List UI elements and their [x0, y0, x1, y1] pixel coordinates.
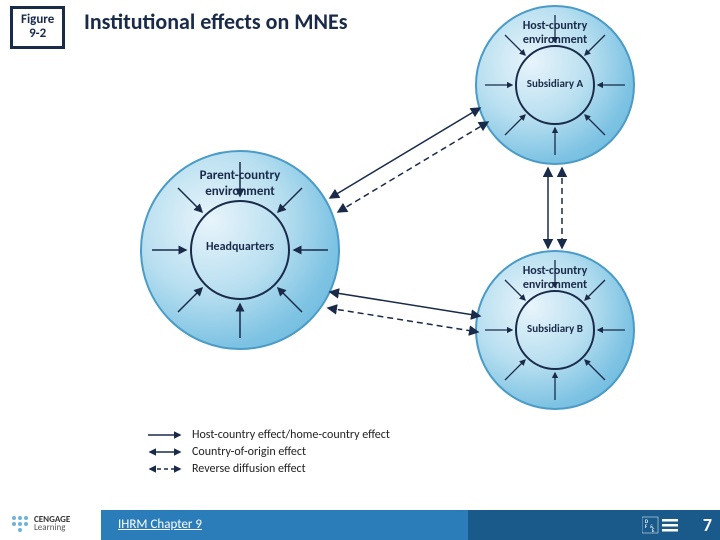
parent-env-label-top: Parent-country: [142, 168, 338, 183]
legend: Host-country effect/home-country effect …: [146, 428, 390, 479]
subsidiary-b-label: Subsidiary B: [517, 322, 593, 335]
cengage-dots-icon: [10, 514, 30, 534]
figure-number-badge: Figure 9-2: [10, 6, 65, 49]
legend-row-host-effect: Host-country effect/home-country effect: [146, 428, 390, 442]
page-number: 7: [703, 514, 712, 536]
cengage-logo: CENGAGE Learning: [10, 514, 70, 534]
legend-inward-arrow-icon: [146, 428, 186, 442]
footer-bar: CENGAGE Learning IHRM Chapter 9 D & F E …: [0, 510, 720, 540]
legend-dashed-double-arrow-icon: [146, 462, 186, 476]
page-title: Institutional effects on MNEs: [84, 8, 348, 35]
host-b-environment-circle: Host-country environment Subsidiary B: [475, 250, 635, 410]
legend-label-2: Reverse diffusion effect: [192, 462, 306, 476]
headquarters-circle: Headquarters: [190, 200, 290, 300]
cengage-line2: Learning: [34, 524, 70, 532]
parent-env-label-bottom: environment: [142, 184, 338, 199]
legend-row-origin-effect: Country-of-origin effect: [146, 445, 390, 459]
cengage-text: CENGAGE Learning: [34, 516, 70, 532]
legend-row-reverse-diffusion: Reverse diffusion effect: [146, 462, 390, 476]
subsidiary-a-label: Subsidiary A: [517, 77, 593, 90]
host-a-env-label-top: Host-country: [477, 19, 633, 33]
host-a-environment-circle: Host-country environment Subsidiary A: [475, 5, 635, 165]
figure-badge-line1: Figure: [21, 13, 54, 27]
footer-chapter: IHRM Chapter 9: [118, 517, 202, 532]
headquarters-label: Headquarters: [192, 240, 288, 254]
figure-badge-line2: 9-2: [21, 27, 54, 41]
legend-label-0: Host-country effect/home-country effect: [192, 428, 390, 442]
legend-label-1: Country-of-origin effect: [192, 445, 306, 459]
footer-right-icon: D & F E: [642, 515, 680, 535]
subsidiary-b-circle: Subsidiary B: [515, 290, 595, 370]
host-b-env-label-top: Host-country: [477, 264, 633, 278]
legend-solid-double-arrow-icon: [146, 445, 186, 459]
subsidiary-a-circle: Subsidiary A: [515, 45, 595, 125]
parent-environment-circle: Parent-country environment Headquarters: [140, 150, 340, 350]
